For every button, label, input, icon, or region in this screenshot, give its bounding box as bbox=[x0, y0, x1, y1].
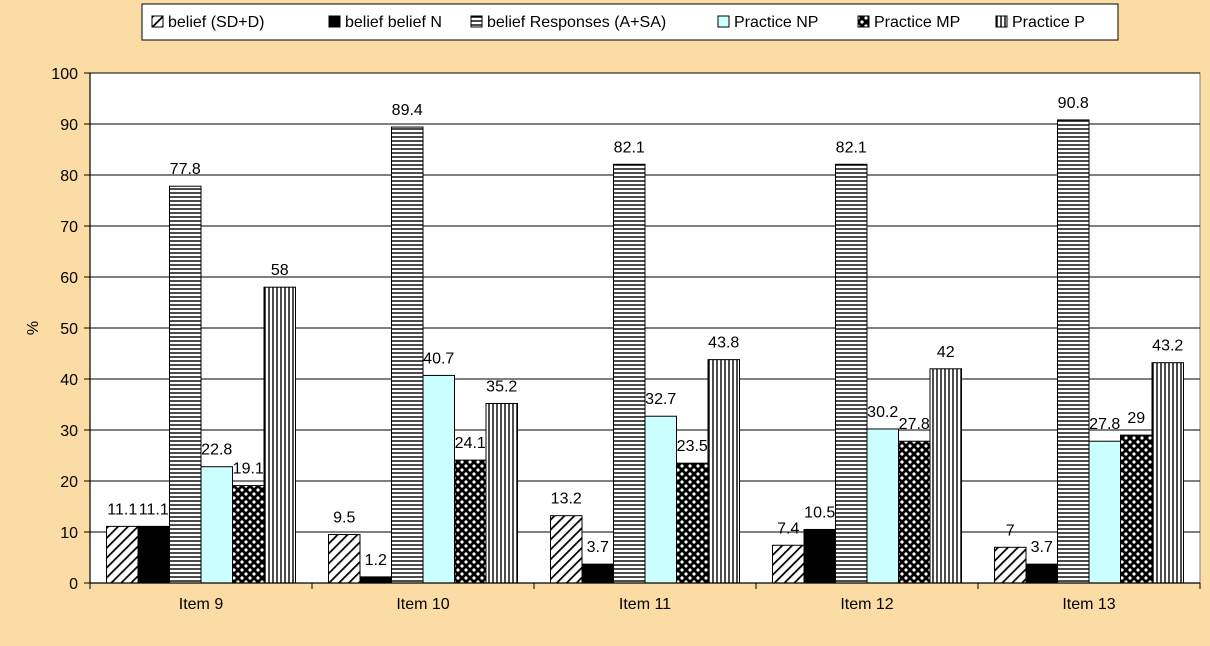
x-tick-label: Item 10 bbox=[396, 596, 449, 613]
y-tick-label: 30 bbox=[60, 423, 78, 440]
bar bbox=[707, 359, 740, 584]
data-label: 42 bbox=[937, 344, 955, 361]
data-label: 30.2 bbox=[867, 404, 898, 421]
data-label: 9.5 bbox=[333, 510, 355, 527]
bar bbox=[391, 126, 424, 584]
bar bbox=[232, 485, 265, 584]
x-axis: Item 9 Item 10 Item 11 Item 12 Item 13 bbox=[89, 582, 1201, 613]
bar bbox=[263, 286, 296, 584]
bars bbox=[106, 119, 1184, 584]
data-label: 7.4 bbox=[777, 520, 799, 537]
data-label: 24.1 bbox=[455, 435, 486, 452]
data-label: 43.8 bbox=[708, 335, 739, 352]
y-tick-label: 80 bbox=[60, 168, 78, 185]
data-label: 23.5 bbox=[677, 438, 708, 455]
bar bbox=[898, 440, 931, 584]
y-tick-label: 40 bbox=[60, 372, 78, 389]
data-label: 7 bbox=[1006, 522, 1015, 539]
y-tick-label: 0 bbox=[69, 576, 78, 593]
x-tick-label: Item 12 bbox=[840, 596, 893, 613]
legend-entry: belief (SD+D) bbox=[168, 14, 264, 31]
data-label: 32.7 bbox=[645, 391, 676, 408]
data-label: 1.2 bbox=[365, 552, 387, 569]
y-tick-label: 60 bbox=[60, 270, 78, 287]
bar bbox=[994, 546, 1027, 584]
data-label: 10.5 bbox=[804, 504, 835, 521]
legend-entry: belief Responses (A+SA) bbox=[487, 14, 666, 31]
data-label: 82.1 bbox=[836, 139, 867, 156]
data-label: 77.8 bbox=[170, 161, 201, 178]
bar bbox=[1088, 440, 1121, 584]
bar bbox=[866, 428, 899, 584]
data-label: 3.7 bbox=[587, 539, 609, 556]
bar bbox=[106, 525, 139, 584]
bar bbox=[581, 563, 614, 584]
data-label: 11.1 bbox=[107, 501, 137, 518]
x-tick-label: Item 13 bbox=[1062, 596, 1115, 613]
bar bbox=[1057, 119, 1090, 584]
legend-swatch bbox=[328, 15, 341, 28]
bar bbox=[613, 163, 646, 584]
bar bbox=[328, 534, 361, 584]
legend: belief (SD+D) belief belief N belief Respo… bbox=[141, 3, 1119, 41]
y-tick-label: 100 bbox=[51, 66, 78, 83]
data-label: 35.2 bbox=[486, 378, 517, 395]
legend-swatch bbox=[857, 15, 870, 28]
legend-swatch bbox=[717, 15, 730, 28]
bar bbox=[550, 515, 583, 584]
bar bbox=[644, 415, 677, 584]
legend-entry: Practice P bbox=[1012, 14, 1085, 31]
legend-swatch bbox=[151, 15, 164, 28]
legend-entry: belief belief N bbox=[345, 14, 442, 31]
bar bbox=[803, 528, 836, 584]
bar bbox=[200, 466, 233, 584]
y-tick-label: 70 bbox=[60, 219, 78, 236]
bar bbox=[454, 459, 487, 584]
data-label: 27.8 bbox=[1089, 416, 1120, 433]
legend-swatch bbox=[470, 15, 483, 28]
data-label: 90.8 bbox=[1058, 95, 1089, 112]
bar bbox=[1025, 563, 1058, 584]
data-label: 22.8 bbox=[201, 442, 232, 459]
data-label: 40.7 bbox=[423, 350, 454, 367]
data-label: 89.4 bbox=[392, 102, 423, 119]
x-tick-label: Item 11 bbox=[619, 596, 671, 613]
y-tick-label: 50 bbox=[60, 321, 78, 338]
bar bbox=[835, 163, 868, 584]
bar bbox=[929, 368, 962, 584]
data-label: 27.8 bbox=[899, 416, 930, 433]
bar bbox=[422, 374, 455, 584]
bar bbox=[359, 576, 392, 584]
y-axis: 0 10 20 30 40 50 60 70 80 90 100 bbox=[51, 66, 91, 593]
bar bbox=[1151, 362, 1184, 584]
data-label: 29 bbox=[1127, 410, 1145, 427]
data-label: 19.1 bbox=[233, 461, 264, 478]
data-label: 11.1 bbox=[139, 501, 169, 518]
data-labels: 11.1 11.1 77.8 22.819.1 58 9.5 1.2 89.4 40.7 24.1… bbox=[107, 95, 1183, 569]
bar bbox=[137, 525, 170, 584]
bar bbox=[1120, 434, 1153, 584]
legend-swatch bbox=[995, 15, 1008, 28]
bar bbox=[485, 402, 518, 584]
data-label: 82.1 bbox=[614, 139, 645, 156]
data-label: 3.7 bbox=[1031, 539, 1053, 556]
data-label: 58 bbox=[271, 262, 289, 279]
y-tick-label: 20 bbox=[60, 474, 78, 491]
bar bbox=[676, 462, 709, 584]
y-axis-title: % bbox=[25, 321, 42, 335]
bar bbox=[772, 544, 805, 584]
y-tick-label: 10 bbox=[60, 525, 78, 542]
legend-entry: Practice MP bbox=[874, 14, 960, 31]
data-label: 13.2 bbox=[551, 491, 582, 508]
data-label: 43.2 bbox=[1152, 338, 1183, 355]
x-tick-label: Item 9 bbox=[179, 596, 224, 613]
legend-entry: Practice NP bbox=[734, 14, 818, 31]
bar bbox=[169, 185, 202, 584]
y-tick-label: 90 bbox=[60, 117, 78, 134]
